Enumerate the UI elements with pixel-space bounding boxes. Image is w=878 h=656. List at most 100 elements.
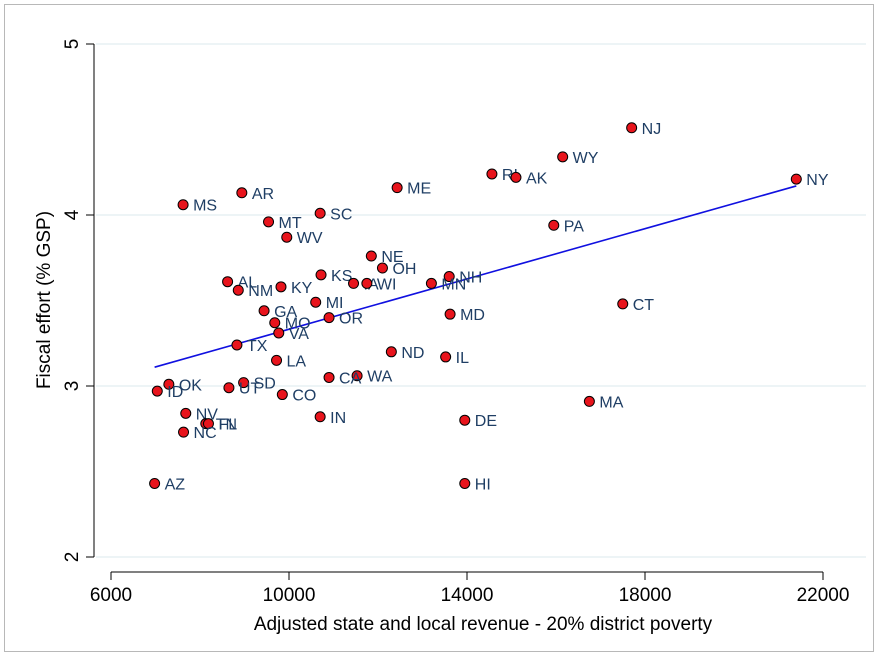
data-point-hi <box>459 477 471 489</box>
fit-line-group <box>154 185 797 368</box>
data-label-md: MD <box>460 307 485 324</box>
data-point-il <box>440 351 452 363</box>
x-tick-label-22000: 22000 <box>797 585 850 606</box>
data-point-sc <box>314 207 326 219</box>
data-label-ct: CT <box>633 297 655 314</box>
y-ticks: 2 3 4 5 <box>62 39 94 563</box>
data-label-de: DE <box>475 413 497 430</box>
data-point-ne <box>365 250 377 262</box>
data-point-wy <box>557 151 569 163</box>
data-label-co: CO <box>292 388 316 405</box>
data-label-tx: TX <box>247 338 268 355</box>
data-point-mt <box>263 216 275 228</box>
data-point-ms <box>177 199 189 211</box>
chart-frame <box>4 4 874 652</box>
x-tick-label-6000: 6000 <box>90 585 132 606</box>
data-point-ut <box>223 382 235 394</box>
data-point-de <box>459 414 471 426</box>
data-label-ky: KY <box>291 280 313 297</box>
data-point-oh <box>376 262 388 274</box>
x-ticks: 6000 10000 14000 18000 22000 <box>90 572 850 606</box>
y-tick-label-2: 2 <box>62 552 83 563</box>
data-label-pa: PA <box>564 218 584 235</box>
data-point-md <box>444 308 456 320</box>
data-label-id: ID <box>167 384 183 401</box>
data-point-al <box>222 276 234 288</box>
data-label-ok: OK <box>179 377 202 394</box>
data-label-in: IN <box>330 410 346 427</box>
data-point-or <box>323 312 335 324</box>
data-point-ct <box>617 298 629 310</box>
data-label-nj: NJ <box>642 121 662 138</box>
data-point-tx <box>231 339 243 351</box>
data-label-mo: MO <box>285 316 311 333</box>
data-label-ma: MA <box>599 394 623 411</box>
data-point-ny <box>790 173 802 185</box>
data-point-va <box>273 327 285 339</box>
data-label-la: LA <box>287 353 307 370</box>
data-point-nj <box>626 122 638 134</box>
data-label-ks: KS <box>331 268 352 285</box>
y-tick-label-3: 3 <box>62 381 83 392</box>
data-label-nv: NV <box>196 406 219 423</box>
data-point-ky <box>275 281 287 293</box>
x-tick-label-14000: 14000 <box>441 585 494 606</box>
data-label-ut: UT <box>239 381 261 398</box>
data-point-wa <box>351 370 363 382</box>
x-axis-title: Adjusted state and local revenue - 20% d… <box>254 614 713 635</box>
data-point-ar <box>236 187 248 199</box>
data-point-co <box>276 389 288 401</box>
data-point-nd <box>385 346 397 358</box>
data-label-nh: NH <box>459 270 482 287</box>
data-point-ri <box>486 168 498 180</box>
data-label-va: VA <box>289 326 309 343</box>
data-point-mi <box>310 296 322 308</box>
fit-line <box>154 185 797 368</box>
data-point-nh <box>443 271 455 283</box>
data-label-il: IL <box>456 350 469 367</box>
data-point-ks <box>315 269 327 281</box>
data-point-ia <box>348 277 360 289</box>
data-label-az: AZ <box>165 476 186 493</box>
data-point-ak <box>510 171 522 183</box>
data-point-la <box>271 354 283 366</box>
data-point-mo <box>269 317 281 329</box>
data-points: NJWYRIAKNYMEARMSSCMTPAWVNEOHKSNHALIAWIMN… <box>149 121 829 493</box>
data-label-ak: AK <box>526 170 548 187</box>
data-label-nc: NC <box>194 425 217 442</box>
data-label-sd: SD <box>254 376 276 393</box>
data-point-nv <box>180 407 192 419</box>
data-point-mn <box>425 277 437 289</box>
data-label-wi: WI <box>377 276 397 293</box>
data-point-ma <box>583 395 595 407</box>
data-point-wi <box>361 277 373 289</box>
data-label-ca: CA <box>339 370 362 387</box>
data-label-nm: NM <box>248 283 273 300</box>
data-point-az <box>149 477 161 489</box>
data-label-nd: ND <box>401 345 424 362</box>
data-label-wa: WA <box>367 369 393 386</box>
data-point-nm <box>232 284 244 296</box>
data-label-sc: SC <box>330 206 352 223</box>
data-label-hi: HI <box>475 476 491 493</box>
axes <box>93 44 823 573</box>
data-point-nc <box>178 426 190 438</box>
data-point-me <box>391 182 403 194</box>
data-label-ar: AR <box>252 186 274 203</box>
data-point-in <box>314 411 326 423</box>
data-label-ga: GA <box>274 304 297 321</box>
data-point-ca <box>323 371 335 383</box>
data-label-tn: TN <box>216 417 237 434</box>
data-label-me: ME <box>407 181 431 198</box>
data-point-ga <box>258 305 270 317</box>
x-tick-label-10000: 10000 <box>263 585 316 606</box>
data-label-or: OR <box>339 311 363 328</box>
data-label-mt: MT <box>279 215 302 232</box>
data-point-sd <box>238 377 250 389</box>
data-label-oh: OH <box>392 261 416 278</box>
data-label-wy: WY <box>573 150 599 167</box>
y-axis-title: Fiscal effort (% GSP) <box>34 211 55 389</box>
data-point-fl <box>202 418 214 430</box>
data-label-mi: MI <box>326 295 344 312</box>
